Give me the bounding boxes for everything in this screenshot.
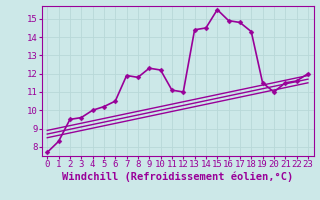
X-axis label: Windchill (Refroidissement éolien,°C): Windchill (Refroidissement éolien,°C) bbox=[62, 172, 293, 182]
